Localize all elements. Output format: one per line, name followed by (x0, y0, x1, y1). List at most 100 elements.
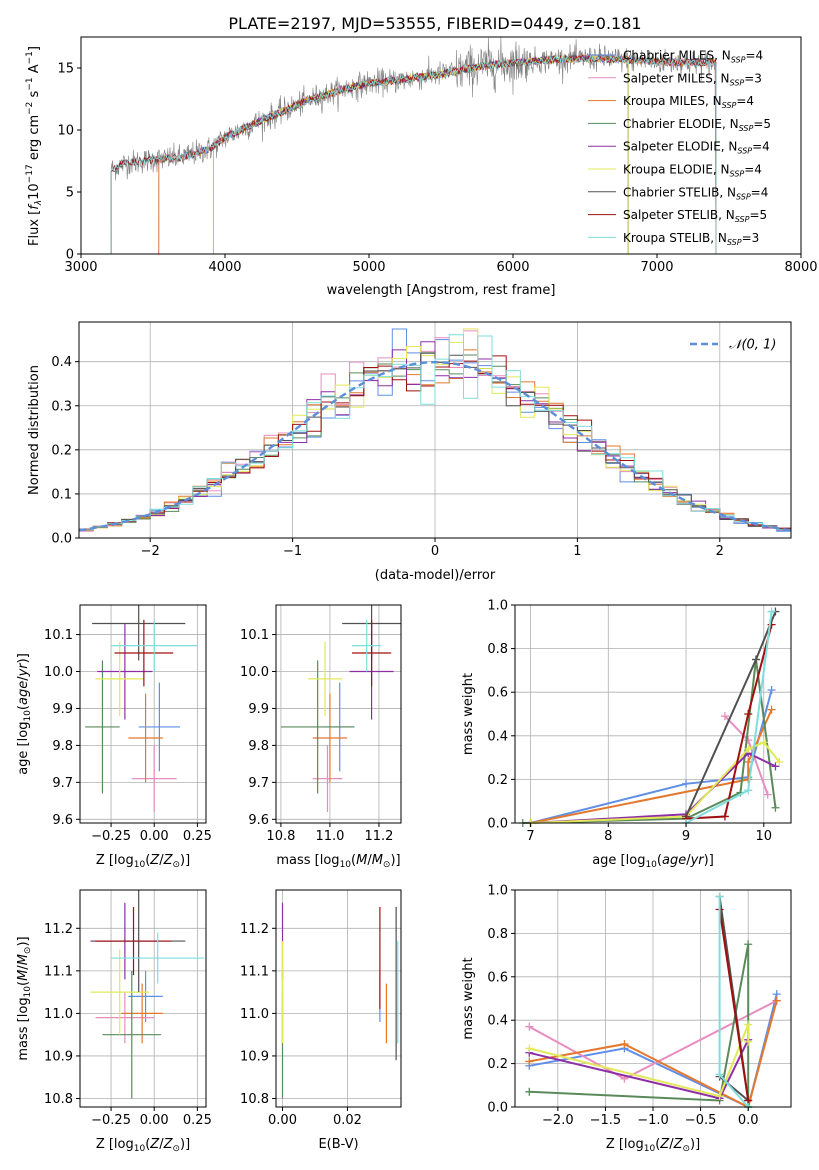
y-tick-label: 5 (66, 186, 74, 201)
x-tick-label: 6000 (496, 260, 529, 275)
y-tick-label: 9.6 (248, 813, 269, 828)
plot-frame (79, 604, 207, 824)
x-axis-label: wavelength [Angstrom, rest frame] (327, 283, 556, 298)
y-tick-label: 0.4 (487, 1014, 508, 1029)
y-tick-label: 11.2 (240, 922, 269, 937)
y-tick-label: 0.1 (51, 487, 72, 502)
y-tick-label: 11.0 (44, 1007, 73, 1022)
weight-point-marker (775, 757, 784, 766)
y-tick-label: 1.0 (487, 599, 508, 614)
weight-point-marker (744, 710, 753, 718)
x-tick-label: 0.0 (738, 1113, 759, 1128)
y-tick-label: 11.2 (44, 922, 73, 937)
y-axis-label: mass [log10(M/M⊙)] (16, 936, 33, 1060)
ticks: 10.8 11.0 11.2 9.6 9.7 9.8 9.9 10.0 10.1 (240, 628, 393, 844)
weight-series-line (685, 624, 773, 820)
plot-frame (80, 36, 802, 255)
y-tick-label: 0.3 (51, 399, 72, 414)
y-tick-label: 0.6 (487, 970, 508, 985)
grid (515, 889, 791, 1108)
errorbar-point (128, 693, 163, 783)
errorbar-point (131, 745, 177, 812)
weight-series-line (530, 751, 776, 824)
x-axis-label: Z [log10(Z/Z⊙)] (96, 1137, 190, 1154)
y-axis-label: Normed distribution (27, 365, 42, 495)
y-tick-label: 11.1 (240, 964, 269, 979)
y-axis-label: mass weight (461, 957, 476, 1039)
weight-point-marker (744, 1037, 753, 1046)
weight-point-marker (715, 1092, 724, 1101)
errorbar-point (95, 907, 172, 976)
errorbars (281, 902, 399, 1099)
y-tick-label: 0.4 (487, 729, 508, 744)
x-tick-label: −1 (283, 544, 302, 559)
errorbar-point (85, 660, 120, 794)
y-tick-label: 9.9 (52, 702, 73, 717)
plot-frame (275, 889, 402, 1108)
ticks: −2.0 −1.5 −1.0 −0.5 0.0 0.0 0.2 0.4 0.6 0.8 1.0 (487, 884, 758, 1129)
errorbars (85, 605, 198, 812)
errorbar-point (307, 641, 343, 716)
x-tick-label: 0.25 (183, 829, 212, 844)
ticks: −0.25 0.00 0.25 9.6 9.7 9.8 9.9 10.0 10.1 (44, 628, 212, 844)
legend: Chabrier MILES, NSSP=4 Salpeter MILES, NS… (588, 49, 771, 247)
spectrum-panel: 3000 4000 5000 6000 7000 8000 0 5 10 15 wavelength… (25, 36, 818, 298)
y-tick-label: 0.8 (487, 642, 508, 657)
y-tick-label: 0.6 (487, 686, 508, 701)
weight-series (720, 712, 772, 799)
y-axis-label: mass weight (461, 673, 476, 755)
plot-frame (275, 604, 402, 824)
x-tick-label: −2.0 (542, 1113, 574, 1128)
weight-point-marker (767, 686, 776, 695)
y-tick-label: 10.9 (240, 1049, 269, 1064)
x-tick-label: 11.2 (364, 829, 393, 844)
errorbar-point (121, 983, 163, 1044)
weight-point-marker (715, 892, 724, 901)
weight-point-marker (715, 1070, 724, 1079)
x-tick-label: −0.25 (91, 1113, 131, 1128)
weight-lines (518, 607, 784, 827)
ticks: 0.00 0.02 10.8 10.9 11.0 11.1 11.2 (240, 922, 362, 1128)
model-spectrum-line (213, 53, 629, 254)
weight-series-line (685, 611, 773, 824)
errorbars (280, 605, 401, 812)
y-tick-label: 15 (57, 62, 74, 77)
x-tick-label: 0.00 (140, 1113, 169, 1128)
y-tick-label: 11.1 (44, 964, 73, 979)
weight-point-marker (771, 762, 780, 771)
x-tick-label: −0.5 (685, 1113, 717, 1128)
errorbar-point (111, 619, 198, 672)
weight-point-marker (682, 779, 691, 788)
y-tick-label: 10.9 (44, 1049, 73, 1064)
legend-label: Salpeter MILES, NSSP=3 (623, 71, 762, 87)
x-tick-label: 7000 (640, 260, 673, 275)
x-tick-label: 5000 (352, 260, 385, 275)
weight-point-marker (720, 812, 729, 821)
y-tick-label: 10 (57, 124, 74, 139)
weight-point-marker (744, 775, 753, 784)
y-tick-label: 0.2 (51, 443, 72, 458)
weight-point-marker (525, 1057, 534, 1066)
weight-series (525, 940, 753, 1111)
weight-series (526, 705, 776, 827)
y-tick-label: 10.1 (240, 628, 269, 643)
legend-label: 𝒩(0, 1) (729, 338, 776, 353)
y-tick-label: 0.4 (51, 355, 72, 370)
mass-weight-vs-age-panel: 7 8 9 10 0.0 0.2 0.4 0.6 0.8 1.0 age [log10(age/yr… (461, 599, 792, 870)
weight-point-marker (744, 736, 753, 745)
errorbar-point (90, 949, 150, 1035)
ticks: 7 8 9 10 0.0 0.2 0.4 0.6 0.8 1.0 (487, 599, 772, 845)
x-tick-label: 1 (573, 544, 581, 559)
weight-point-marker (744, 744, 753, 753)
y-axis-label: age [log10(age/yr)] (16, 653, 33, 775)
errorbar-point (111, 932, 205, 984)
x-tick-label: 11.0 (315, 829, 344, 844)
ticks: 3000 4000 5000 6000 7000 8000 0 5 10 15 (57, 62, 817, 276)
legend-label: Salpeter ELODIE, NSSP=4 (623, 140, 770, 156)
grid (276, 605, 401, 823)
ticks: −2 −1 0 1 2 0.0 0.1 0.2 0.3 0.4 (51, 355, 724, 559)
legend-label: Salpeter STELIB, NSSP=5 (623, 208, 767, 224)
grid (80, 605, 206, 823)
y-tick-label: 11.0 (240, 1007, 269, 1022)
